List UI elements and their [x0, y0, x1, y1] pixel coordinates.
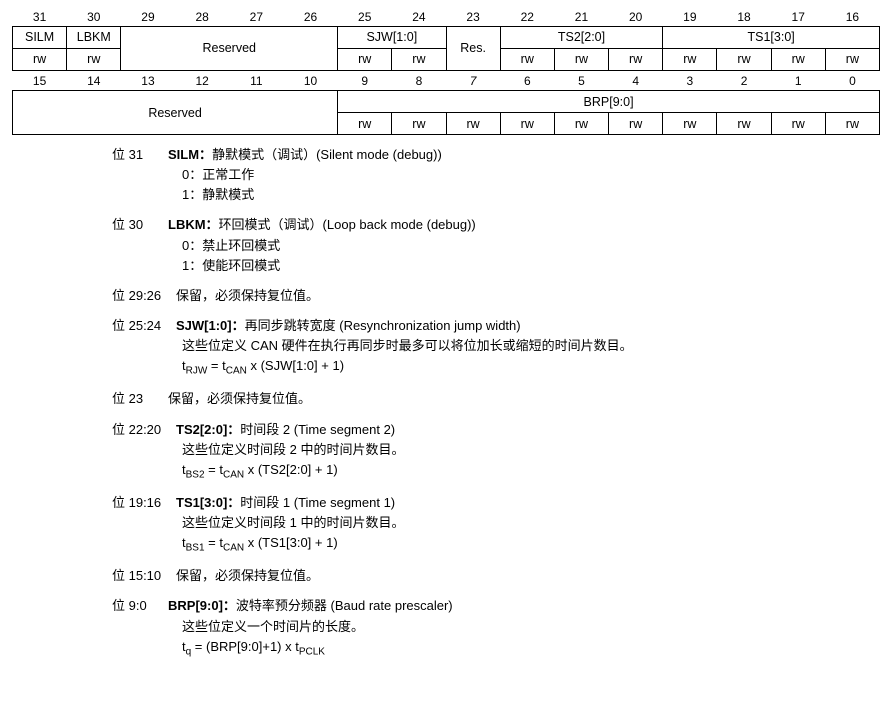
field-sjw: SJW[1:0] — [338, 26, 446, 48]
desc-bit23: 位 23保留，必须保持复位值。 — [112, 389, 880, 409]
field-names-low: Reserved BRP[9:0] — [13, 91, 880, 113]
formula-tq: tq = (BRP[9:0]+1) x tPCLK — [112, 637, 880, 660]
desc-bit2220: 位 22:20TS2[2:0]：时间段 2 (Time segment 2) 这… — [112, 420, 880, 483]
field-reserved-1: Reserved — [121, 26, 338, 70]
field-names-high: SILM LBKM Reserved SJW[1:0] Res. TS2[2:0… — [13, 26, 880, 48]
field-ts2: TS2[2:0] — [500, 26, 663, 48]
desc-bit2524: 位 25:24SJW[1:0]：再同步跳转宽度 (Resynchronizati… — [112, 316, 880, 379]
desc-bit90: 位 9:0BRP[9:0]：波特率预分频器 (Baud rate prescal… — [112, 596, 880, 659]
bit-numbers-high: 31302928272625242322212019181716 — [13, 8, 880, 26]
field-res: Res. — [446, 26, 500, 70]
formula-bs2: tBS2 = tCAN x (TS2[2:0] + 1) — [112, 460, 880, 483]
desc-bit1510: 位 15:10保留，必须保持复位值。 — [112, 566, 880, 586]
field-silm: SILM — [13, 26, 67, 48]
desc-bit31: 位 31SILM：静默模式（调试）(Silent mode (debug)) 0… — [112, 145, 880, 205]
bit-numbers-low: 1514131211109876543210 — [13, 73, 880, 91]
desc-bit2926: 位 29:26保留，必须保持复位值。 — [112, 286, 880, 306]
field-brp: BRP[9:0] — [338, 91, 880, 113]
desc-bit1916: 位 19:16TS1[3:0]：时间段 1 (Time segment 1) 这… — [112, 493, 880, 556]
bit-descriptions: 位 31SILM：静默模式（调试）(Silent mode (debug)) 0… — [112, 145, 880, 660]
desc-bit30: 位 30LBKM：环回模式（调试）(Loop back mode (debug)… — [112, 215, 880, 275]
formula-rjw: tRJW = tCAN x (SJW[1:0] + 1) — [112, 356, 880, 379]
register-row-high: 31302928272625242322212019181716 SILM LB… — [12, 8, 880, 71]
register-row-low: 1514131211109876543210 Reserved BRP[9:0]… — [12, 73, 880, 136]
field-ts1: TS1[3:0] — [663, 26, 880, 48]
field-lbkm: LBKM — [67, 26, 121, 48]
formula-bs1: tBS1 = tCAN x (TS1[3:0] + 1) — [112, 533, 880, 556]
field-reserved-2: Reserved — [13, 91, 338, 135]
